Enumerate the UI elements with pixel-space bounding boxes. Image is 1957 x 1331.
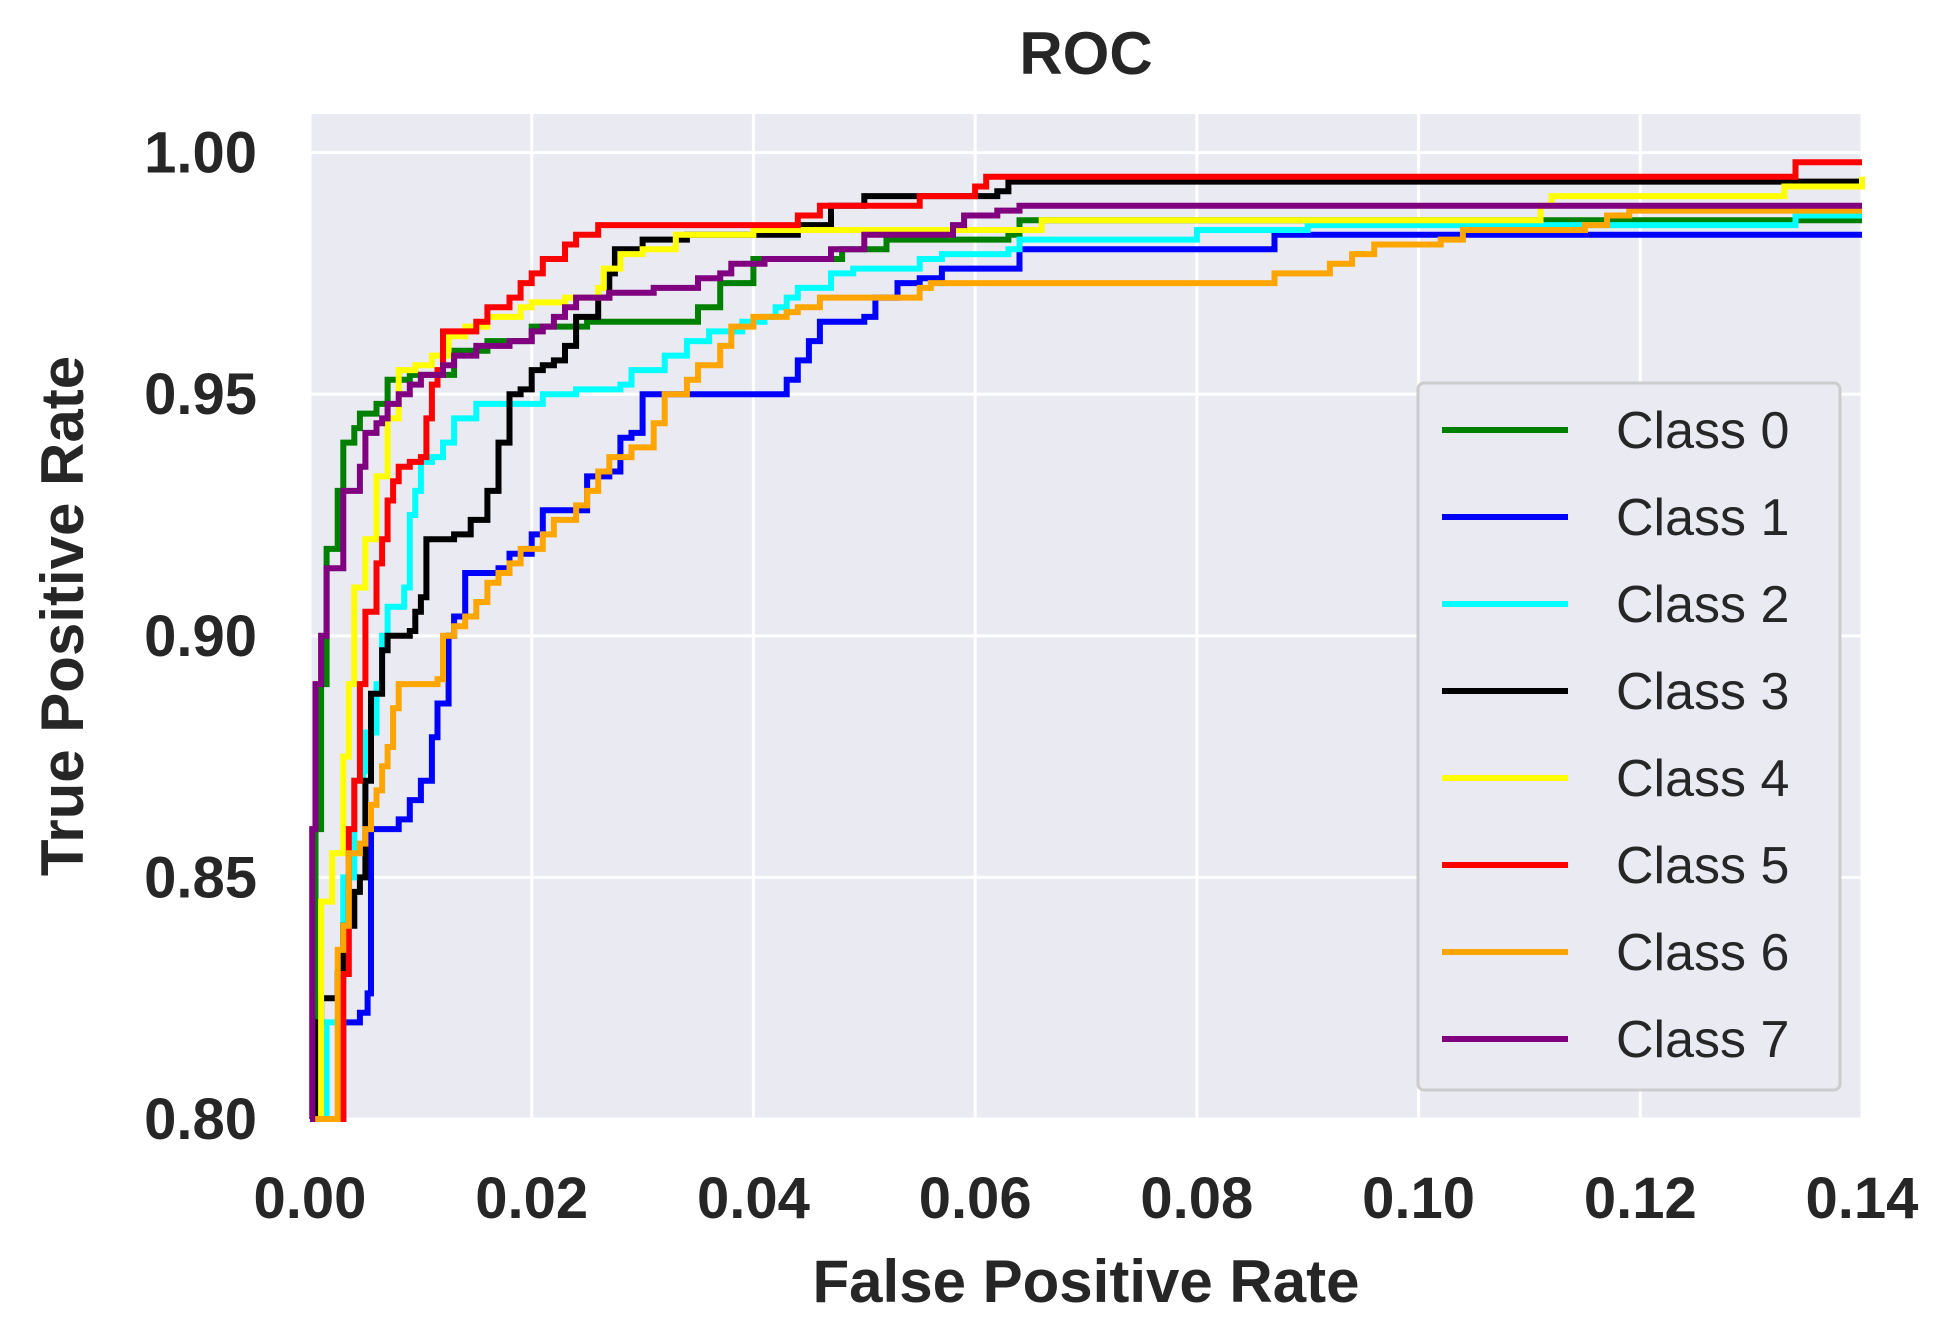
y-tick-label-2: 0.90 bbox=[144, 604, 257, 669]
legend-label-3: Class 3 bbox=[1616, 663, 1789, 721]
roc-line-class-5 bbox=[310, 159, 1862, 1122]
y-tick-label-4: 1.00 bbox=[144, 121, 257, 186]
series-group bbox=[309, 159, 1865, 1122]
y-tick-label-3: 0.95 bbox=[144, 362, 257, 427]
legend-label-5: Class 5 bbox=[1616, 837, 1789, 895]
x-tick-label-5: 0.10 bbox=[1362, 1166, 1475, 1231]
x-tick-label-1: 0.02 bbox=[475, 1166, 588, 1231]
roc-line-class-4 bbox=[310, 176, 1865, 1122]
roc-line-class-1 bbox=[310, 231, 1862, 1122]
tick-labels: 0.00 0.02 0.04 0.06 0.08 0.10 0.12 0.14 0.80 0.85… bbox=[144, 121, 1918, 1231]
x-tick-label-7: 0.14 bbox=[1806, 1166, 1919, 1231]
legend-frame bbox=[1416, 381, 1842, 1092]
x-tick-label-3: 0.06 bbox=[919, 1166, 1032, 1231]
x-tick-label-0: 0.00 bbox=[254, 1166, 367, 1231]
legend-label-4: Class 4 bbox=[1616, 750, 1789, 808]
y-tick-label-0: 0.80 bbox=[144, 1087, 257, 1152]
legend-label-2: Class 2 bbox=[1616, 576, 1789, 634]
roc-line-class-7 bbox=[309, 202, 1862, 1122]
roc-line-class-6 bbox=[310, 207, 1862, 1122]
x-tick-label-2: 0.04 bbox=[697, 1166, 810, 1231]
legend-label-0: Class 0 bbox=[1616, 402, 1789, 460]
x-tick-label-6: 0.12 bbox=[1584, 1166, 1697, 1231]
y-tick-label-1: 0.85 bbox=[144, 845, 257, 910]
legend-label-6: Class 6 bbox=[1616, 924, 1789, 982]
chart-title: ROC bbox=[1019, 20, 1152, 87]
x-axis-label: False Positive Rate bbox=[813, 1248, 1360, 1315]
y-axis-label: True Positive Rate bbox=[29, 356, 96, 876]
legend: Class 0 Class 1 Class 2 Class 3 Class 4 Class… bbox=[1416, 381, 1842, 1092]
x-tick-label-4: 0.08 bbox=[1140, 1166, 1253, 1231]
legend-label-7: Class 7 bbox=[1616, 1011, 1789, 1069]
legend-label-1: Class 1 bbox=[1616, 489, 1789, 547]
